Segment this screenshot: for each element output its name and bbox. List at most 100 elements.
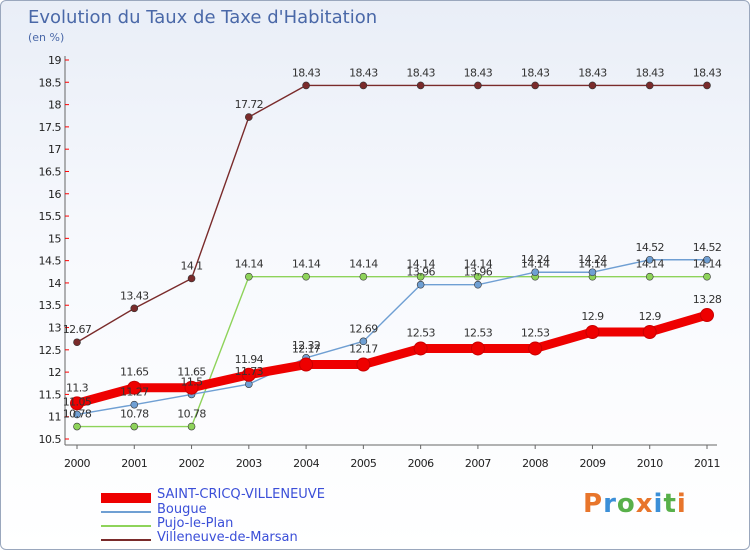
data-label: 12.9 [581,310,604,323]
y-tick-label: 11 [48,411,61,424]
data-label: 14.14 [349,258,378,271]
x-tick-label: 2004 [293,457,319,470]
data-label: 18.43 [406,66,435,79]
y-tick-label: 15 [48,232,61,245]
data-label: 11.65 [177,366,206,379]
legend-label: SAINT-CRICQ-VILLENEUVE [157,487,325,502]
data-point [645,272,654,281]
y-tick-label: 15.5 [39,210,62,223]
series-line [76,275,708,428]
data-label: 14.24 [521,253,550,266]
y-tick-label: 18.5 [39,76,62,89]
data-point [187,422,196,431]
data-point [470,341,485,356]
data-label: 12.9 [639,310,662,323]
data-point [127,380,142,395]
data-label: 12.53 [464,326,493,339]
data-point [588,268,597,277]
data-label: 14.14 [578,258,607,271]
data-label: 11.05 [63,395,92,408]
data-label: 10.78 [177,408,206,421]
data-point [187,274,196,283]
y-tick-label: 13.5 [39,299,62,312]
data-label: 18.43 [464,66,493,79]
data-point [73,338,81,347]
data-point [184,380,199,395]
chart-title: Evolution du Taux de Taxe d'Habitation [28,7,378,28]
data-point [474,81,482,90]
y-tick-label: 17.5 [39,121,62,134]
data-label: 10.78 [120,408,149,421]
legend-swatch [101,525,151,527]
data-point [359,337,368,346]
data-label: 14.14 [635,258,664,271]
data-label: 14.14 [235,258,264,271]
data-point [245,272,253,281]
data-label: 18.43 [521,66,550,79]
x-tick-label: 2000 [64,457,90,470]
data-label: 11.3 [66,381,89,394]
series-line [76,259,708,416]
legend-label: Pujo-le-Plan [157,516,234,531]
data-label: 11.5 [180,375,203,388]
x-tick-label: 2002 [179,457,205,470]
y-tick-label: 12 [48,366,61,379]
data-label: 12.32 [292,339,321,352]
data-point [130,304,139,313]
x-tick-label: 2001 [121,457,147,470]
data-point [73,422,81,431]
y-tick-label: 13 [48,322,61,335]
data-point [413,341,428,356]
data-point [359,81,368,90]
data-label: 13.28 [693,293,722,306]
data-label: 12.69 [349,322,378,335]
data-point [241,367,256,382]
data-label: 11.94 [235,353,264,366]
x-tick-label: 2009 [579,457,605,470]
data-label: 18.43 [578,66,607,79]
series-line [72,310,712,408]
data-point [302,81,310,90]
data-point [356,357,371,372]
data-point [302,272,310,281]
data-label: 11.27 [120,386,149,399]
data-label: 14.52 [693,241,722,254]
y-tick-label: 16 [48,188,61,201]
data-point [359,272,368,281]
x-tick-label: 2010 [637,457,663,470]
y-tick-label: 19 [48,54,61,67]
x-tick-label: 2011 [694,457,720,470]
data-point [645,81,654,90]
proxiti-logo: Proxiti [583,489,687,519]
legend-label: Bougue [157,502,207,517]
data-label: 18.43 [635,66,664,79]
data-point [245,113,253,121]
data-point [528,341,543,356]
data-point [703,255,711,264]
data-point [130,400,139,409]
data-label: 12.53 [521,326,550,339]
data-point [703,81,711,90]
x-tick-label: 2008 [522,457,548,470]
x-tick-label: 2005 [350,457,376,470]
data-label: 12.67 [63,323,92,336]
data-point [588,81,597,90]
data-label: 14.14 [521,258,550,271]
data-label: 14.14 [406,258,435,271]
data-label: 13.96 [464,266,493,279]
data-point [700,308,714,323]
data-point [474,280,482,289]
data-point [642,324,657,339]
data-label: 14.14 [464,258,493,271]
legend-swatch [101,539,151,541]
data-label: 13.43 [120,289,149,302]
legend-swatch [101,511,151,513]
data-point [416,280,425,289]
data-label: 11.65 [120,366,149,379]
data-label: 18.43 [693,66,722,79]
data-point [416,272,425,281]
y-tick-label: 16.5 [39,165,62,178]
data-label: 17.72 [235,98,264,111]
